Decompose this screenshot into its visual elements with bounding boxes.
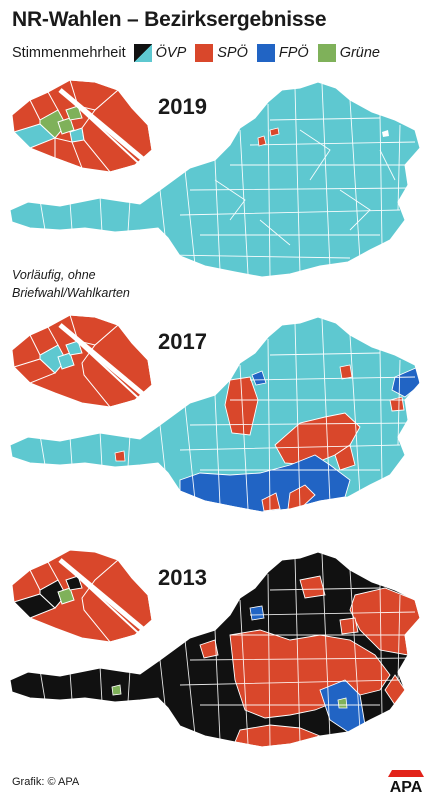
legend-text-gruene: Grüne [339, 45, 380, 61]
legend-swatch-spoe [195, 44, 214, 62]
legend-item-gruene: Grüne [317, 44, 380, 62]
svg-text:APA: APA [390, 779, 423, 794]
map-2017 [9, 314, 421, 513]
legend-text-oevp: ÖVP [155, 45, 187, 61]
legend-text-fpoe: FPÖ [278, 45, 309, 61]
legend: Stimmenmehrheit ÖVP SPÖ FPÖ Grüne [12, 42, 389, 64]
year-label-2013: 2013 [158, 565, 207, 590]
legend-text-spoe: SPÖ [217, 45, 248, 61]
note: Vorläufig, ohne Briefwahl/Wahlkarten [12, 266, 130, 302]
map-2019 [9, 79, 421, 278]
legend-swatch-gruene [317, 44, 336, 62]
credit: Grafik: © APA [12, 776, 80, 788]
page-title: NR-Wahlen – Bezirksergebnisse [12, 8, 327, 31]
year-label-2019: 2019 [158, 94, 207, 119]
note-line-1: Vorläufig, ohne [12, 268, 96, 282]
year-label-2017: 2017 [158, 329, 207, 354]
map-2013 [9, 549, 421, 748]
legend-swatch-fpoe [256, 44, 275, 62]
legend-item-spoe: SPÖ [195, 44, 248, 62]
apa-logo: APA [388, 770, 424, 794]
legend-swatch-oevp [133, 44, 152, 62]
legend-label: Stimmenmehrheit [12, 45, 126, 61]
legend-item-fpoe: FPÖ [256, 44, 309, 62]
note-line-2: Briefwahl/Wahlkarten [12, 286, 130, 300]
legend-item-oevp: ÖVP [133, 44, 187, 62]
